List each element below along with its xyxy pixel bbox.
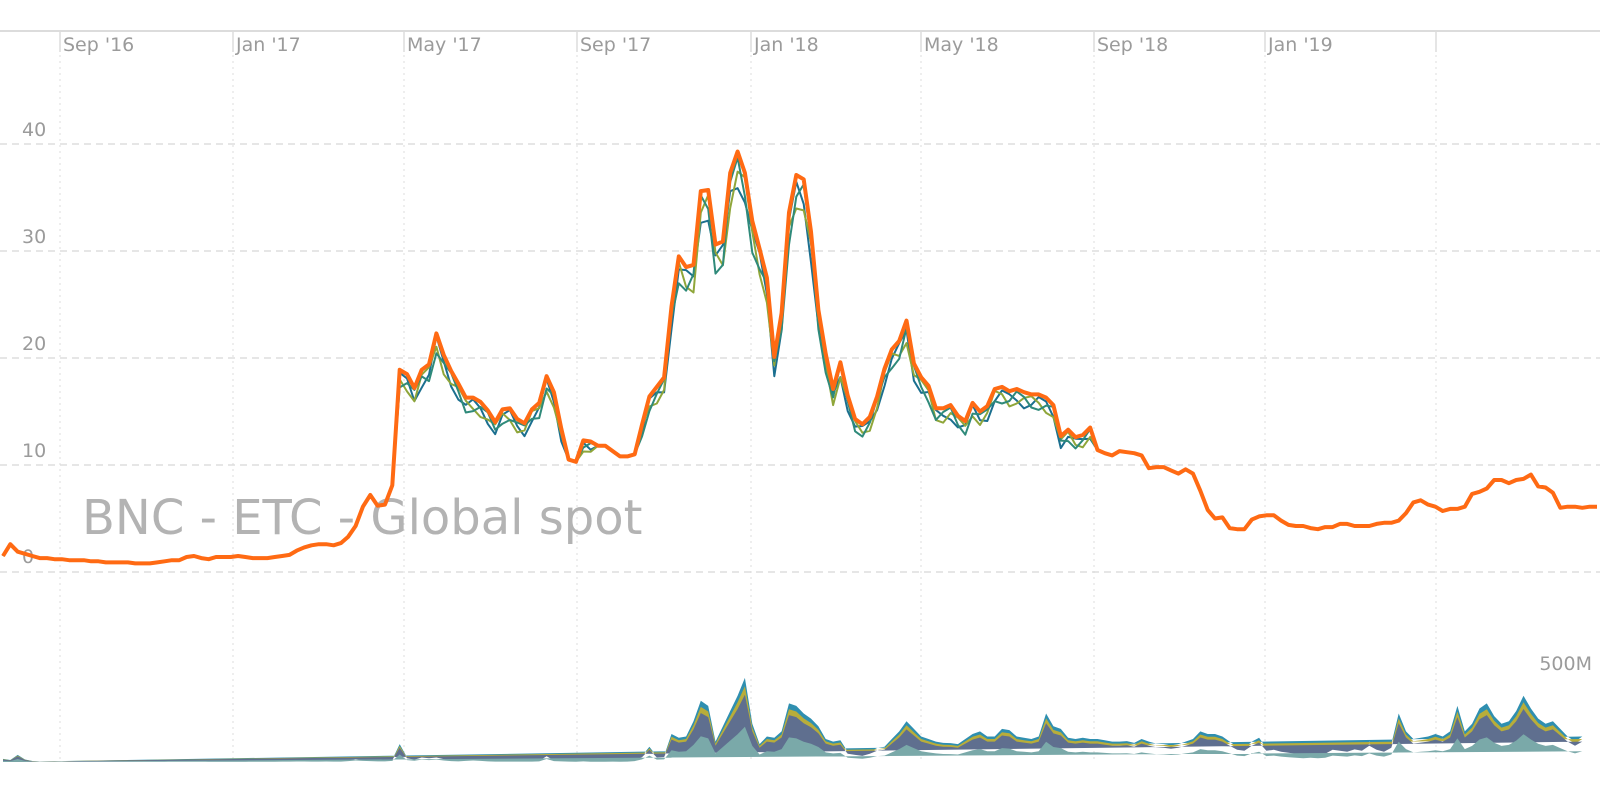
x-tick-marks (59, 31, 1437, 52)
y-tick-label: 0 (22, 546, 34, 568)
price-lines (1, 149, 1597, 566)
vertical-gridlines (59, 31, 1437, 762)
y-tick-label: 10 (22, 440, 46, 462)
volume-layer-mid (3, 694, 1583, 762)
x-tick-label: Jan '19 (1267, 34, 1333, 56)
x-tick-label: Sep '18 (1097, 34, 1168, 56)
price-line-main (1, 149, 1597, 566)
y-tick-label: 40 (22, 119, 46, 141)
horizontal-gridlines (0, 143, 1600, 573)
y-tick-label: 30 (22, 226, 46, 248)
x-tick-label: Jan '17 (235, 34, 301, 56)
chart-title-watermark: BNC - ETC - Global spot (82, 490, 642, 546)
volume-axis-label: 500M (1539, 653, 1592, 675)
x-tick-label: May '18 (924, 34, 999, 56)
y-tick-label: 20 (22, 333, 46, 355)
volume-area-layers (3, 677, 1583, 762)
x-tick-label: Sep '17 (580, 34, 651, 56)
x-tick-label: Jan '18 (753, 34, 819, 56)
volume-layer-base (3, 726, 1583, 762)
x-tick-label: Sep '16 (63, 34, 134, 56)
x-tick-label: May '17 (407, 34, 482, 56)
